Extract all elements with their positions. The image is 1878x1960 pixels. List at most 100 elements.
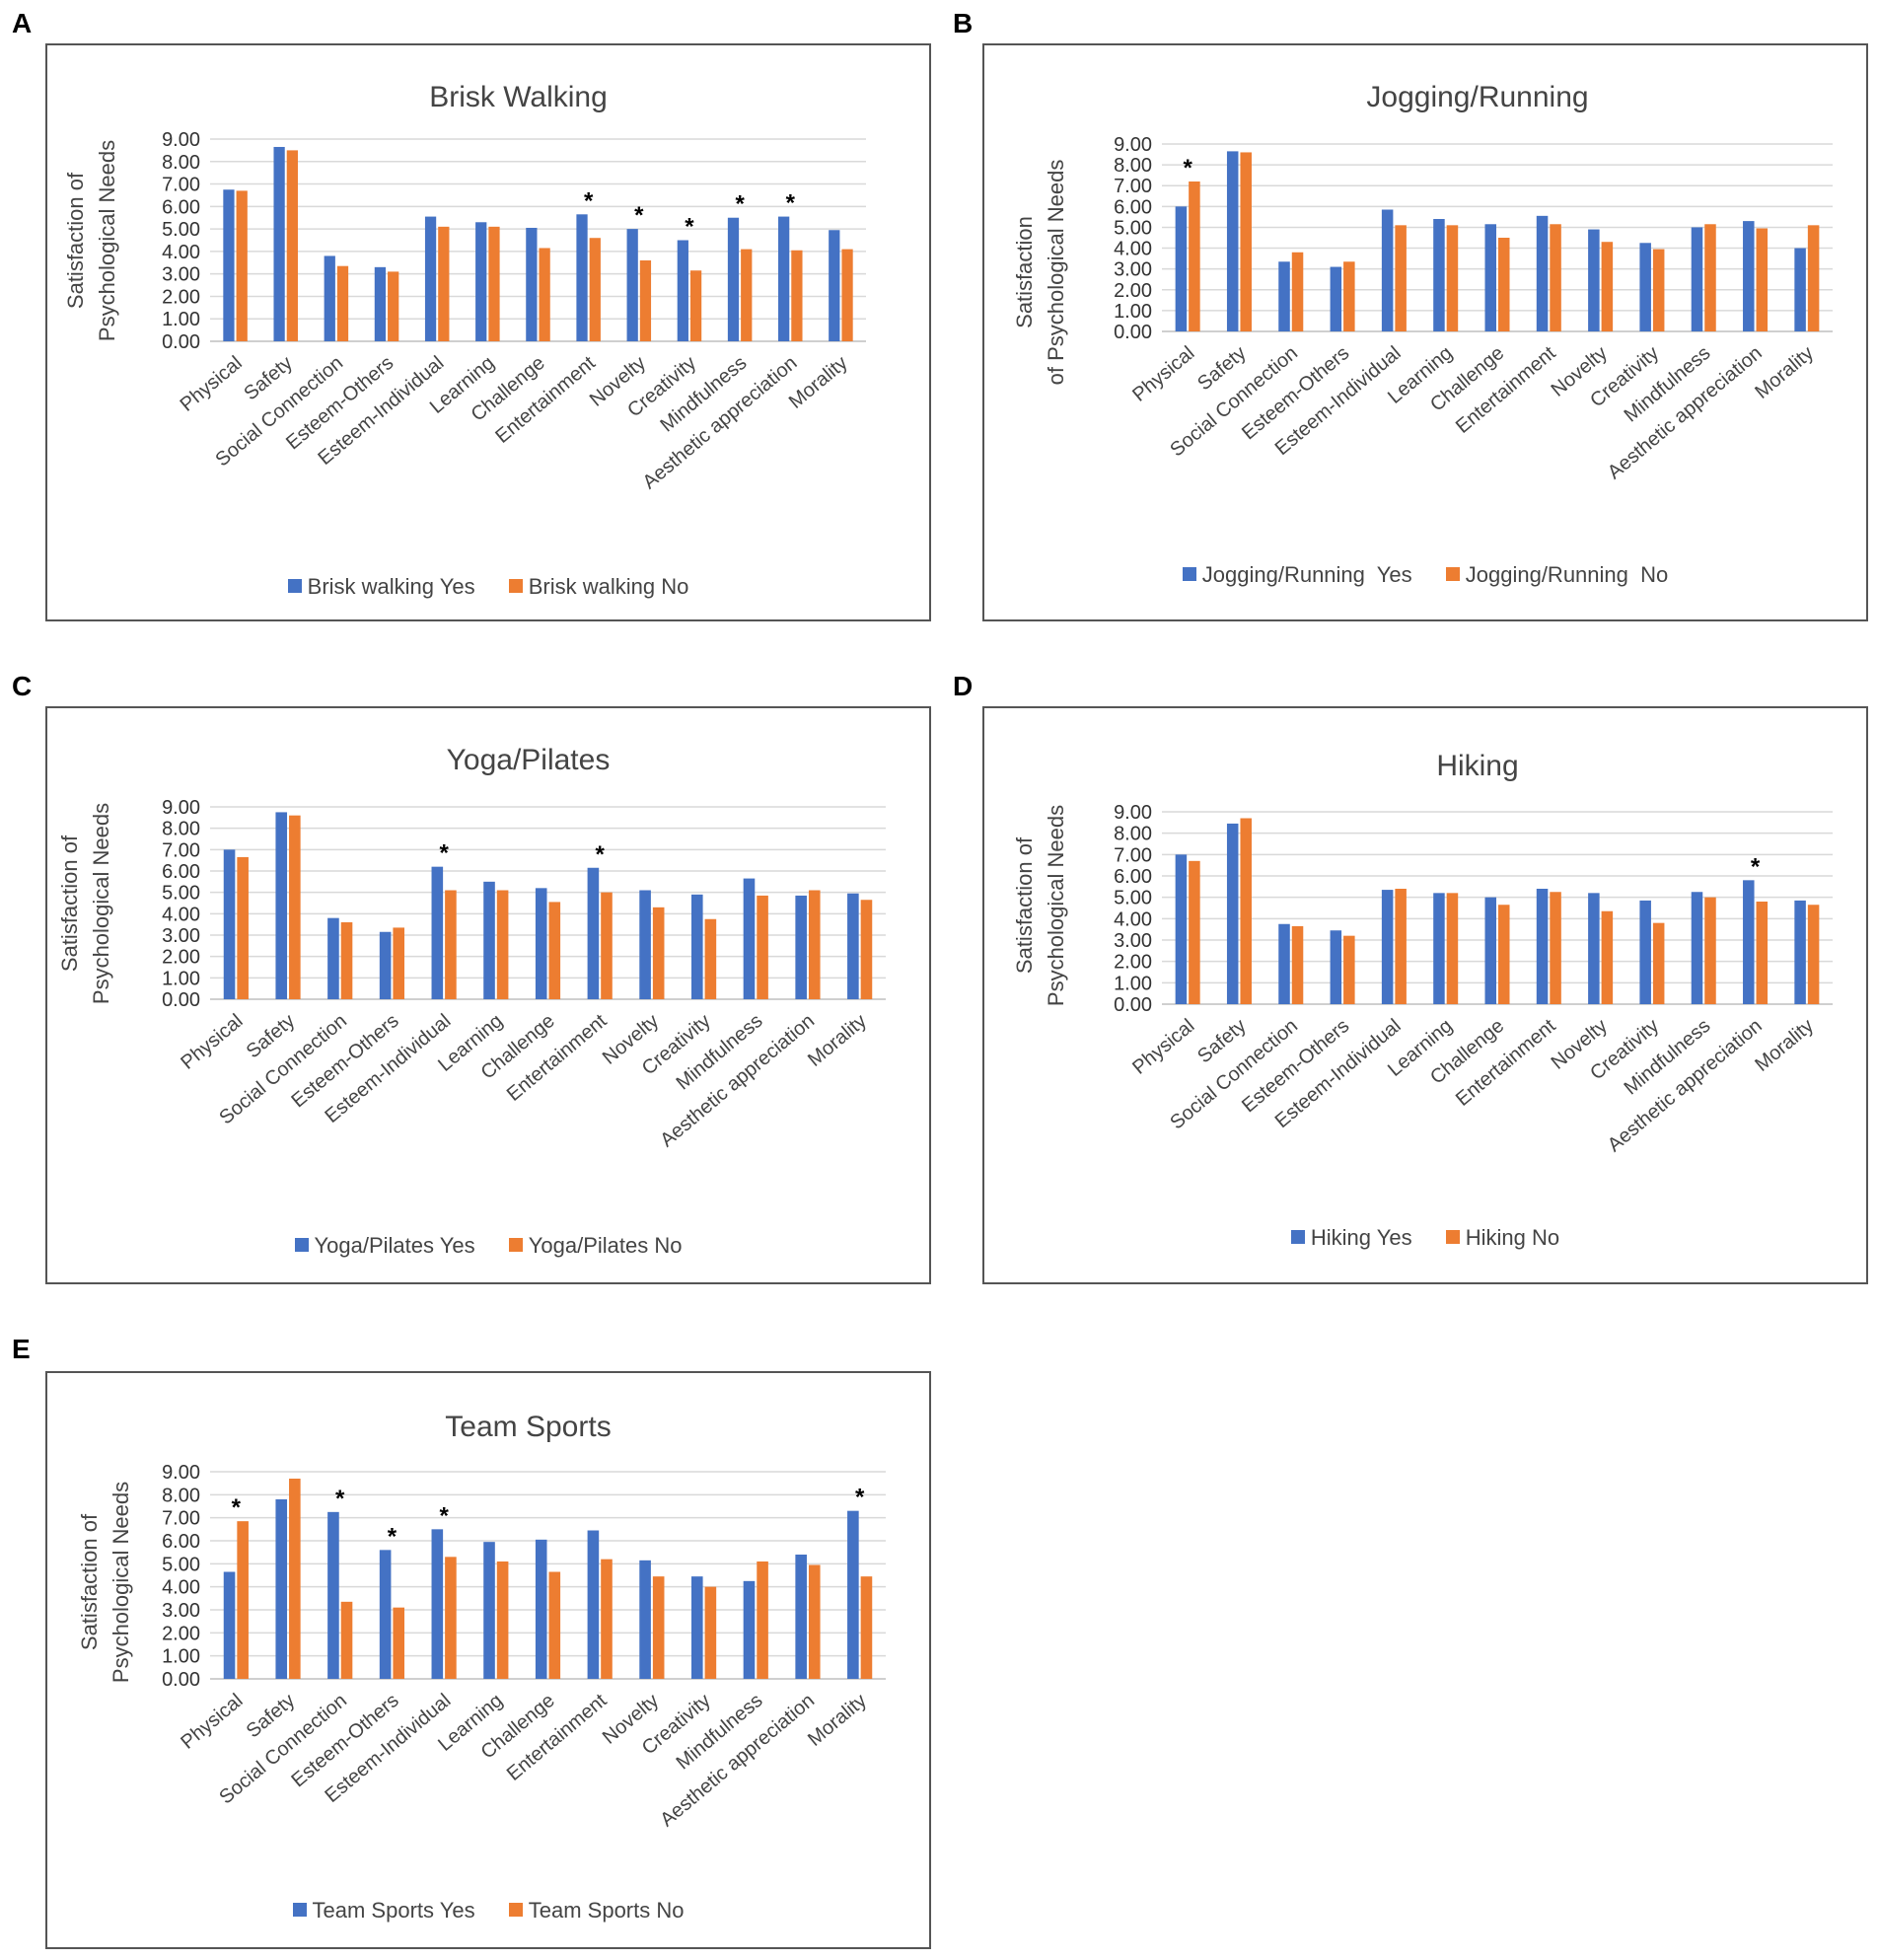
bar-yes — [223, 1571, 236, 1679]
bar-yes — [1639, 243, 1651, 331]
bar-yes — [535, 888, 547, 999]
bar-no — [340, 922, 353, 999]
bar-no — [496, 1561, 509, 1679]
y-tick-label: 8.00 — [1114, 824, 1152, 845]
bar-no — [1550, 224, 1561, 331]
y-tick-label: 5.00 — [162, 219, 200, 241]
legend-item-no: Hiking No — [1445, 1225, 1559, 1251]
legend: Yoga/Pilates Yes Yoga/Pilates No — [47, 1233, 929, 1259]
bar-yes — [1794, 900, 1806, 1004]
legend-swatch-yes — [287, 579, 302, 594]
bar-yes — [1381, 890, 1394, 1004]
bar-yes — [327, 917, 339, 999]
bar-yes — [847, 893, 859, 999]
y-tick-label: 8.00 — [1114, 155, 1152, 177]
bar-no — [757, 1561, 768, 1679]
legend-swatch-yes — [1290, 1230, 1305, 1245]
chart-title: Jogging/Running — [1366, 81, 1588, 113]
bar-no — [488, 226, 500, 341]
significance-marker: * — [735, 191, 745, 218]
y-tick-label: 9.00 — [1114, 802, 1152, 824]
bar-no — [704, 918, 717, 999]
significance-marker: * — [439, 1502, 449, 1529]
bar-yes — [379, 931, 392, 999]
bar-no — [1704, 897, 1716, 1004]
legend: Team Sports Yes Team Sports No — [47, 1898, 929, 1924]
panel-letter-d: D — [953, 671, 974, 701]
bar-no — [860, 900, 873, 999]
legend-label-yes: Team Sports Yes — [312, 1898, 475, 1923]
chart-title: Yoga/Pilates — [447, 744, 611, 776]
panel-letter-c: C — [12, 671, 33, 701]
legend-item-no: Yoga/Pilates No — [508, 1233, 682, 1259]
bar-no — [652, 1576, 665, 1679]
y-axis-label-line-2: Psychological Needs — [108, 1482, 133, 1683]
significance-marker: * — [685, 214, 694, 241]
chart-svg-brisk-walking: Brisk Walking Satisfaction of Psychologica… — [63, 81, 866, 493]
bar-no — [1343, 261, 1355, 331]
chart-svg-team-sports: Team Sports Satisfaction of Psychological … — [77, 1411, 886, 1831]
y-tick-label: 3.00 — [1114, 930, 1152, 952]
bar-no — [1652, 922, 1665, 1004]
y-axis-label-line-2: Psychological Needs — [1044, 805, 1068, 1006]
bar-no — [1395, 889, 1407, 1004]
bar-no — [445, 1557, 457, 1679]
chart-title: Team Sports — [445, 1411, 611, 1443]
bar-yes — [690, 1576, 703, 1679]
y-tick-label: 1.00 — [162, 1646, 200, 1668]
y-tick-label: 2.00 — [1114, 952, 1152, 974]
x-category-label: Physical — [177, 1010, 247, 1074]
y-tick-label: 4.00 — [162, 242, 200, 263]
y-tick-label: 8.00 — [162, 819, 200, 840]
y-axis-label-line-2: Psychological Needs — [95, 140, 119, 341]
y-tick-label: 1.00 — [162, 968, 200, 989]
bar-no — [496, 890, 509, 999]
x-category-label: Physical — [177, 352, 247, 416]
bar-no — [340, 1601, 353, 1679]
bar-yes — [587, 867, 600, 999]
bar-no — [1601, 910, 1614, 1004]
bar-no — [689, 270, 702, 341]
bar-yes — [223, 849, 236, 999]
y-tick-label: 3.00 — [162, 1600, 200, 1622]
significance-marker: * — [232, 1494, 242, 1521]
bar-yes — [526, 227, 538, 341]
bar-no — [1395, 225, 1407, 331]
bar-yes — [587, 1530, 600, 1679]
y-tick-label: 5.00 — [162, 1554, 200, 1575]
bar-yes — [743, 1580, 756, 1679]
bar-no — [1550, 892, 1561, 1004]
bar-yes — [778, 216, 790, 341]
bar-yes — [275, 812, 288, 999]
bar-no — [393, 927, 405, 999]
bar-no — [791, 250, 803, 341]
bar-yes — [1794, 248, 1806, 331]
y-tick-label: 9.00 — [1114, 134, 1152, 156]
bar-no — [808, 1564, 821, 1679]
legend-item-no: Brisk walking No — [508, 574, 688, 600]
bar-yes — [223, 189, 235, 341]
bar-yes — [1278, 923, 1290, 1004]
legend-item-no: Jogging/Running No — [1445, 562, 1668, 588]
bar-no — [1704, 224, 1716, 331]
y-axis-label-line-2: of Psychological Needs — [1044, 160, 1068, 386]
chart-panel-brisk-walking: Brisk Walking Satisfaction of Psychologica… — [45, 43, 931, 621]
bar-no — [1240, 818, 1252, 1004]
significance-marker: * — [439, 840, 449, 867]
bar-yes — [743, 878, 756, 999]
chart-panel-yoga-pilates: Yoga/Pilates Satisfaction of Psychological… — [45, 706, 931, 1284]
legend-item-yes: Jogging/Running Yes — [1182, 562, 1412, 588]
legend-swatch-no — [1445, 1230, 1460, 1245]
bar-no — [236, 190, 248, 341]
bar-no — [1652, 249, 1665, 331]
y-tick-label: 9.00 — [162, 797, 200, 819]
significance-marker: * — [388, 1523, 397, 1550]
bar-yes — [1484, 897, 1496, 1004]
bar-yes — [1175, 206, 1188, 331]
bar-yes — [639, 890, 651, 999]
bar-no — [539, 248, 550, 341]
legend: Hiking Yes Hiking No — [984, 1225, 1866, 1251]
bar-no — [237, 856, 249, 999]
bar-no — [445, 890, 457, 999]
bar-no — [1240, 152, 1252, 331]
